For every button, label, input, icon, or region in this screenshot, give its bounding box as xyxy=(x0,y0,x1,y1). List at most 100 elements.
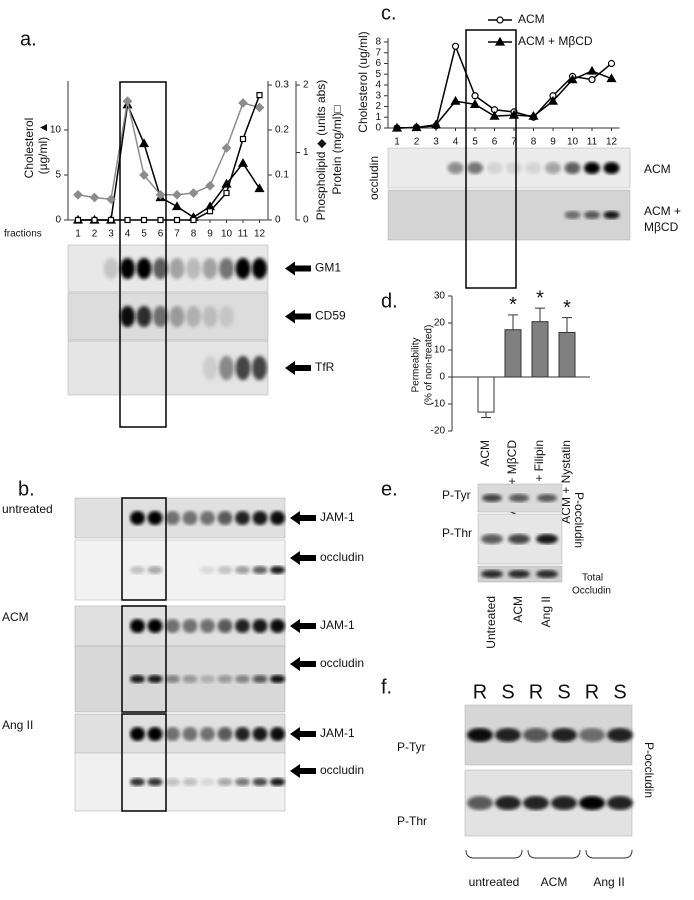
x-tick-label: 7 xyxy=(511,137,517,148)
lane-label: Ang II xyxy=(539,596,553,627)
marker xyxy=(221,143,232,153)
x-tick-label: 11 xyxy=(238,229,249,240)
blot-band xyxy=(153,305,168,328)
y-tick-label: 0 xyxy=(55,215,61,226)
blot-band xyxy=(235,727,250,741)
blot-band xyxy=(186,257,201,280)
marker xyxy=(73,189,83,200)
blot-band xyxy=(523,728,549,742)
highlight-box xyxy=(465,29,517,289)
bracket xyxy=(465,849,523,859)
blot-band xyxy=(219,257,234,280)
marker xyxy=(547,95,559,105)
blot-side-label: P-occludin xyxy=(572,492,586,548)
x-tick-label: 4 xyxy=(453,137,459,148)
blot-band xyxy=(130,566,145,574)
y-tick-label: 2 xyxy=(375,101,381,112)
x-tick-label: 1 xyxy=(394,137,400,148)
blot-group-label: ACM xyxy=(2,610,29,624)
blot-band xyxy=(536,570,558,578)
y-tick-label: 10 xyxy=(50,125,62,136)
blot-band xyxy=(584,162,600,174)
y-tick-label: 0 xyxy=(303,215,309,226)
marker xyxy=(124,216,131,224)
blot-label: CD59 xyxy=(315,309,346,323)
blot-group-label: Ang II xyxy=(2,718,33,732)
y-tick-label: 3 xyxy=(375,90,381,101)
legend-label: ACM + MβCD xyxy=(518,34,593,48)
lane-label: S xyxy=(501,681,514,703)
x-tick-label: 1 xyxy=(75,229,81,240)
blot-band xyxy=(235,619,250,633)
marker xyxy=(471,92,479,100)
series-line xyxy=(77,101,260,201)
marker xyxy=(588,76,596,84)
blot-band xyxy=(579,728,605,742)
y-tick-label: -10 xyxy=(431,399,446,410)
marker xyxy=(450,95,461,105)
blot-band xyxy=(217,727,233,741)
blot-label: JAM-1 xyxy=(320,726,355,740)
panel-label: d. xyxy=(381,290,398,312)
x-tick-label: 11 xyxy=(587,137,598,148)
blot-band xyxy=(252,675,268,683)
blot-band xyxy=(235,257,251,280)
x-tick-label: ACM + Nystatin xyxy=(559,440,573,524)
marker xyxy=(139,170,149,180)
y-tick-label: 1 xyxy=(375,112,381,123)
lane-label: R xyxy=(529,681,543,703)
blot-band xyxy=(169,257,185,280)
blot-label: occludin xyxy=(320,656,364,670)
blot-band xyxy=(182,675,198,683)
blot-band xyxy=(202,355,218,381)
blot-band xyxy=(169,305,185,328)
panel-label: e. xyxy=(381,478,398,500)
blot-band xyxy=(130,675,145,683)
y-tick-label: 5 xyxy=(55,170,61,181)
marker xyxy=(91,216,98,224)
blot-band xyxy=(603,211,620,219)
blot-band xyxy=(270,619,285,633)
blot-band xyxy=(200,778,215,786)
arrow xyxy=(290,511,316,525)
marker xyxy=(171,201,183,211)
y-axis-label: Cholesterol (ug/ml) xyxy=(356,31,370,132)
blot-band xyxy=(564,162,581,174)
x-tick-label: 5 xyxy=(141,229,147,240)
blot-band xyxy=(235,566,250,574)
marker xyxy=(430,119,442,129)
blot-band xyxy=(467,728,493,742)
blot-band xyxy=(495,796,521,810)
blot-band xyxy=(200,675,215,683)
x-tick-label: 7 xyxy=(174,229,180,240)
y-tick-label: -20 xyxy=(431,426,446,437)
x-tick-label: 3 xyxy=(108,229,114,240)
y-axis-label: (% of non-treated) xyxy=(424,325,435,406)
blot-group-label: untreated xyxy=(2,502,53,516)
blot-band xyxy=(200,727,215,741)
blot-band xyxy=(219,305,234,328)
highlight-box xyxy=(121,713,167,812)
blot-strip xyxy=(67,340,269,396)
marker xyxy=(494,36,506,46)
marker xyxy=(205,180,215,191)
marker xyxy=(607,59,616,68)
marker xyxy=(586,65,598,75)
blot-band xyxy=(182,778,198,786)
blot-band xyxy=(217,511,233,525)
blot-band xyxy=(545,162,561,174)
significance-mark: * xyxy=(536,287,544,309)
blot-band xyxy=(564,211,581,219)
series-line xyxy=(78,102,261,221)
x-axis-label: fractions xyxy=(4,229,42,240)
blot-band xyxy=(120,305,135,328)
highlight-box xyxy=(119,81,167,428)
marker xyxy=(190,216,197,224)
blot-band xyxy=(200,511,215,525)
blot-band xyxy=(506,162,522,174)
blot-band xyxy=(603,162,620,174)
blot-band xyxy=(523,796,549,810)
x-tick-label: ACM xyxy=(478,440,492,467)
highlight-box xyxy=(121,497,167,601)
x-tick-label: 12 xyxy=(606,137,618,148)
